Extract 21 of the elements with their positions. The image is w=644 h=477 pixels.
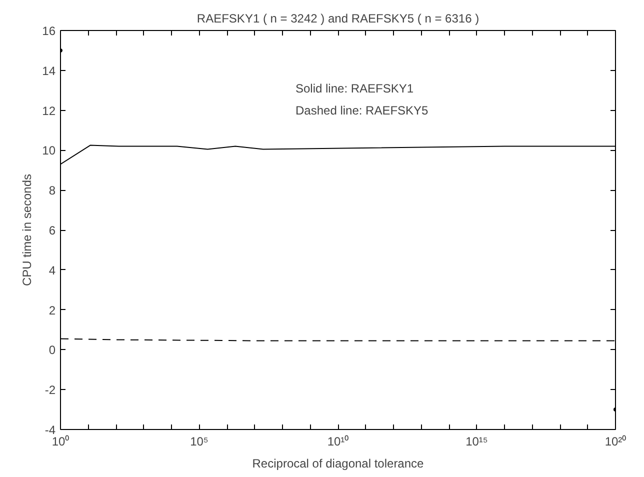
y-tick-label: -2 xyxy=(44,383,56,398)
chart-title: RAEFSKY1 ( n = 3242 ) and RAEFSKY5 ( n = 6316 ) xyxy=(196,12,480,26)
x-tick-label: 10⁰ xyxy=(52,434,70,448)
x-tick-label: 10¹⁰ xyxy=(327,434,349,448)
annotation: Dashed line: RAEFSKY5 xyxy=(296,104,429,118)
y-tick-label: 14 xyxy=(42,64,56,78)
annotation: Solid line: RAEFSKY1 xyxy=(296,82,414,96)
y-tick-label: 8 xyxy=(48,184,56,198)
y-tick-label: 2 xyxy=(48,303,56,318)
y-tick-label: 4 xyxy=(48,263,56,278)
y-tick-label: 16 xyxy=(42,24,56,38)
y-tick-label: 0 xyxy=(48,343,56,358)
x-tick-label: 10¹⁵ xyxy=(466,434,488,448)
x-axis-title: Reciprocal of diagonal tolerance xyxy=(252,456,424,470)
x-tick-label: 10²⁰ xyxy=(604,434,626,448)
x-tick-label: 10⁵ xyxy=(190,434,208,448)
y-tick-label: 10 xyxy=(42,144,56,158)
y-tick-label: -4 xyxy=(44,423,56,437)
y-axis-title: CPU time in seconds xyxy=(20,174,34,286)
y-tick-label: 6 xyxy=(48,224,56,238)
y-tick-label: 12 xyxy=(42,104,56,118)
